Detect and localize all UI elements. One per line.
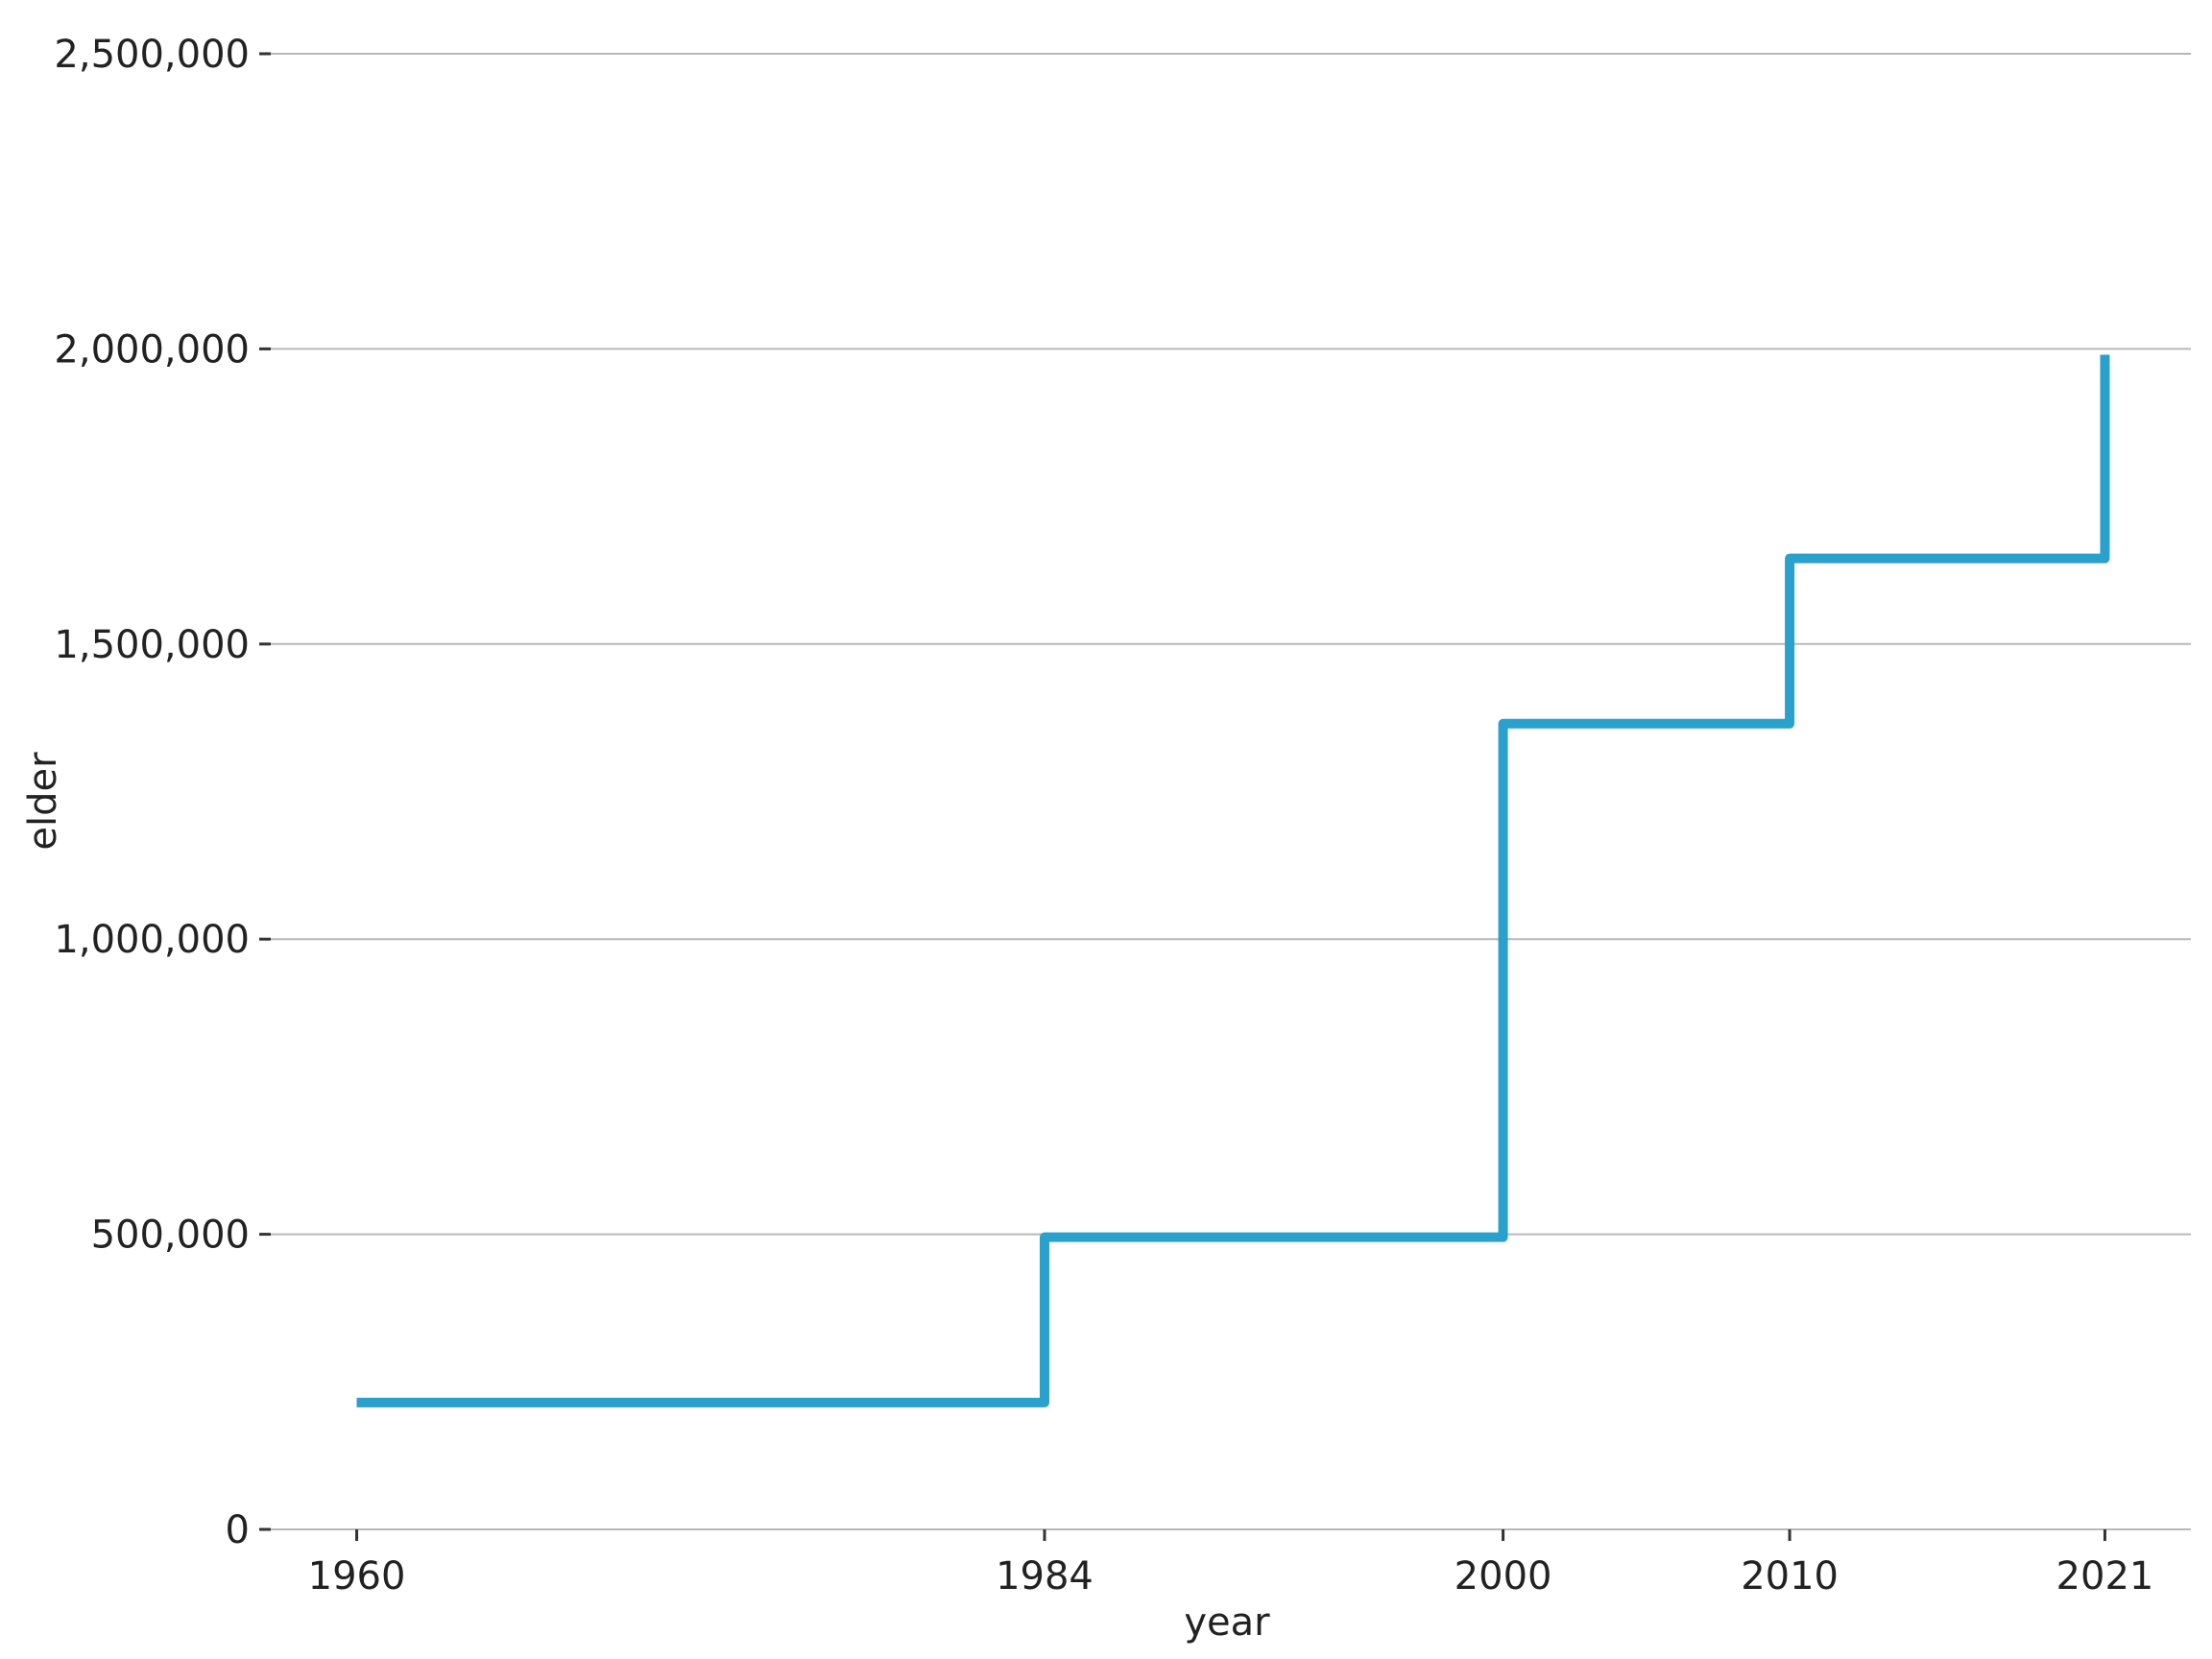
y-tick-label: 2,000,000: [54, 327, 250, 372]
y-tick-label: 500,000: [91, 1214, 250, 1258]
x-axis-title: year: [1184, 1600, 1270, 1645]
series-step-line: [356, 354, 2110, 1407]
y-gridlines: [271, 53, 2191, 1530]
y-tick-label: 1,500,000: [54, 623, 250, 667]
x-tick-label: 1960: [308, 1554, 406, 1599]
data-point: [2104, 354, 2105, 355]
x-tick-label: 2000: [1455, 1554, 1552, 1599]
y-tick-label: 1,000,000: [54, 918, 250, 962]
y-axis-title: elder: [21, 752, 65, 851]
x-tick-label: 2021: [2056, 1554, 2154, 1599]
data-point: [1790, 558, 1791, 559]
y-tick-label: 2,500,000: [54, 33, 250, 77]
x-axis: 1960 1984 2000 2010 2021: [308, 1529, 2154, 1599]
y-tick-label: 0: [226, 1508, 250, 1552]
series-group: [356, 354, 2110, 1407]
x-tick-label: 2010: [1741, 1554, 1839, 1599]
y-axis: 0 500,000 1,000,000 1,500,000 2,000,000 2,500…: [54, 33, 271, 1552]
data-point: [1044, 1237, 1045, 1238]
x-tick-label: 1984: [996, 1554, 1094, 1599]
data-point: [356, 1402, 357, 1403]
